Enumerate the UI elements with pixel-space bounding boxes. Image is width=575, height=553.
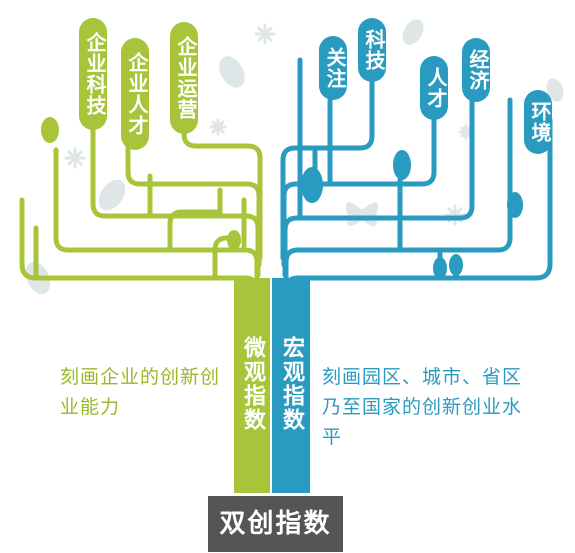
butterfly-decoration <box>345 202 379 227</box>
macro-index-label: 宏观指数 <box>279 336 304 432</box>
branch-pill-enterprise-operation: 企业运营 <box>170 22 198 134</box>
leaf <box>227 230 241 250</box>
micro-description: 刻画企业的创新创业能力 <box>60 366 221 418</box>
branch-pill-tech: 科技 <box>358 18 386 82</box>
leaf-decoration <box>98 179 126 211</box>
leaf <box>301 167 323 203</box>
leaf <box>507 192 523 218</box>
branch-pill-environment: 环境 <box>524 90 552 154</box>
branch-pill-economy: 经济 <box>462 38 490 102</box>
trunk-left <box>234 278 270 493</box>
branch-pill-attention: 关注 <box>319 36 347 100</box>
right-leaves <box>301 150 523 279</box>
macro-description: 刻画园区、城市、省区乃至国家的创新创业水平 <box>322 366 523 448</box>
leaf <box>449 254 463 276</box>
flower-decorations <box>64 23 474 226</box>
leaf <box>393 150 411 180</box>
dual-innovation-index-base: 双创指数 <box>208 496 343 552</box>
branch-pill-enterprise-tech: 企业科技 <box>79 18 107 130</box>
leaf-decoration <box>402 19 424 45</box>
leaf-decoration <box>546 78 564 102</box>
leaf <box>41 117 59 143</box>
left-leaves <box>41 117 241 250</box>
micro-index-label: 微观指数 <box>240 336 265 432</box>
leaf <box>433 257 447 279</box>
leaf-decoration <box>219 56 245 88</box>
branch-pill-talent: 人才 <box>420 56 448 120</box>
branch-pill-enterprise-talent: 企业人才 <box>121 38 149 150</box>
trunk-right <box>272 278 310 493</box>
